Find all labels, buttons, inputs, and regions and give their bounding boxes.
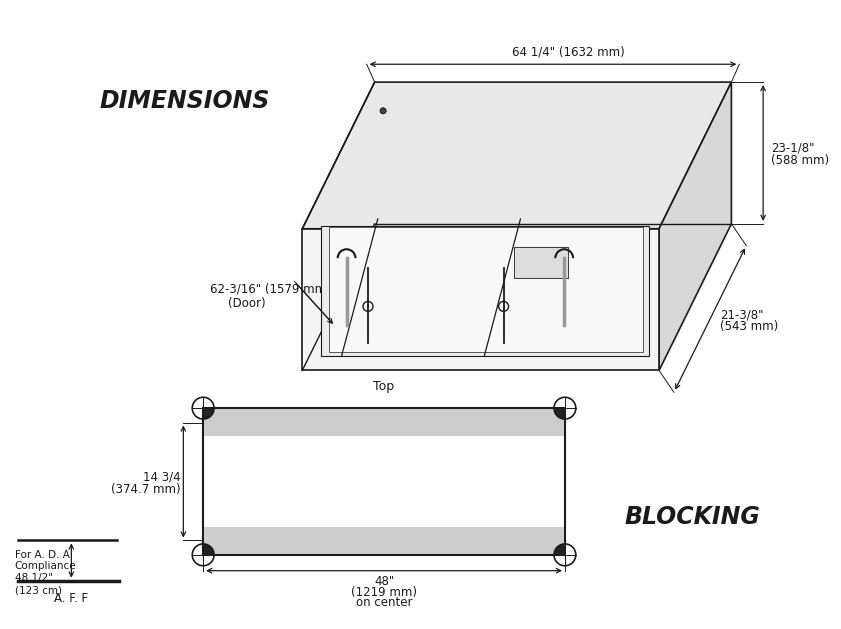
Text: 14 3/4: 14 3/4 <box>143 470 180 483</box>
Polygon shape <box>302 229 659 370</box>
Text: 48": 48" <box>374 575 394 587</box>
Polygon shape <box>515 247 568 278</box>
Polygon shape <box>554 408 565 419</box>
Text: on center: on center <box>356 596 412 610</box>
Text: 62-3/16" (1579 mm): 62-3/16" (1579 mm) <box>210 282 331 296</box>
Text: (123 cm): (123 cm) <box>15 585 62 595</box>
Polygon shape <box>204 408 214 419</box>
Text: (374.7 mm): (374.7 mm) <box>111 483 180 496</box>
Text: For A. D. A.: For A. D. A. <box>15 550 73 560</box>
Text: 48 1/2": 48 1/2" <box>15 574 53 583</box>
Text: 21-3/8": 21-3/8" <box>720 308 764 321</box>
Text: A. F. F: A. F. F <box>55 593 88 606</box>
Text: 23-1/8": 23-1/8" <box>771 142 815 155</box>
Text: (1219 mm): (1219 mm) <box>351 586 417 599</box>
Circle shape <box>380 108 386 114</box>
Text: (Door): (Door) <box>228 297 266 309</box>
Text: DIMENSIONS: DIMENSIONS <box>99 89 269 113</box>
Bar <box>204 527 564 554</box>
Polygon shape <box>321 226 649 356</box>
Text: BLOCKING: BLOCKING <box>624 505 760 529</box>
Circle shape <box>380 108 386 114</box>
Bar <box>204 408 565 555</box>
Bar <box>204 409 564 436</box>
Polygon shape <box>204 544 214 555</box>
Polygon shape <box>302 82 732 229</box>
Polygon shape <box>329 227 643 352</box>
Text: 64 1/4" (1632 mm): 64 1/4" (1632 mm) <box>511 45 624 58</box>
Text: (543 mm): (543 mm) <box>720 320 778 333</box>
Text: Top: Top <box>373 381 394 393</box>
Text: Compliance: Compliance <box>15 562 77 572</box>
Polygon shape <box>659 82 732 370</box>
Text: (588 mm): (588 mm) <box>771 154 829 167</box>
Polygon shape <box>554 544 565 555</box>
